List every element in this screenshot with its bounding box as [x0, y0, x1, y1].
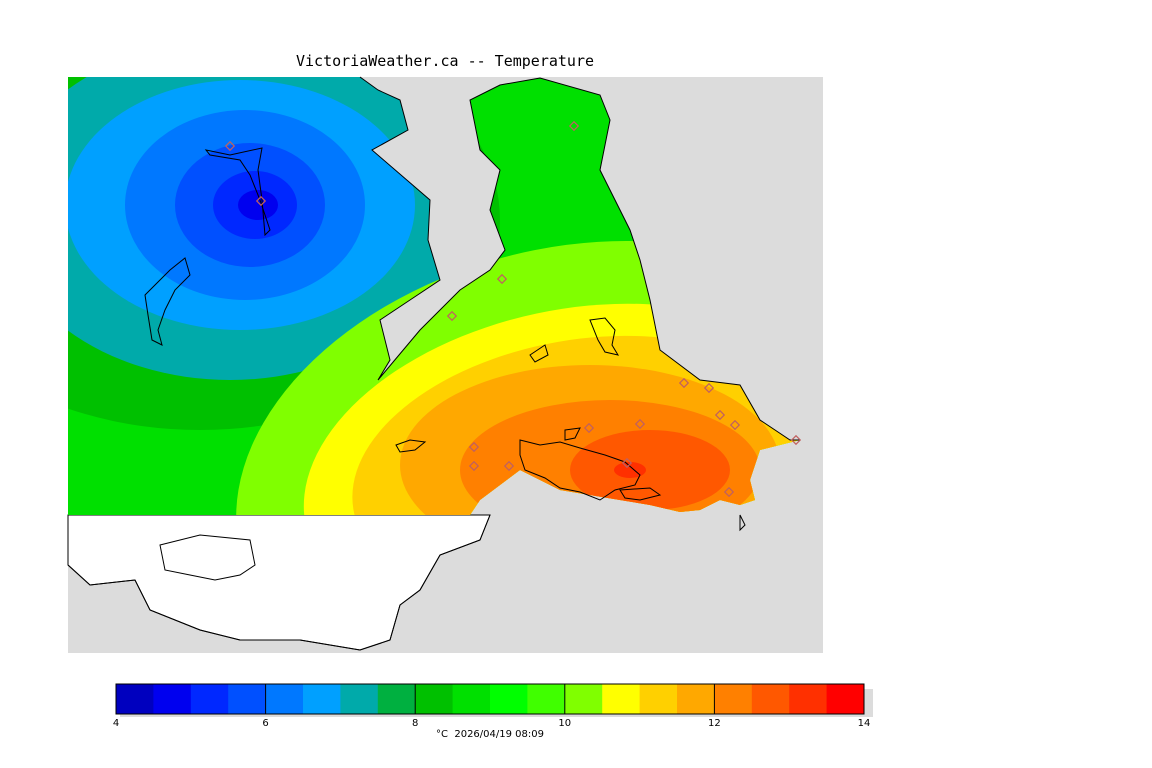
colorbar-tick-label: 12: [708, 718, 721, 729]
colorbar-cell: [602, 684, 641, 714]
station-marker[interactable]: [621, 457, 633, 469]
colorbar-cell: [377, 684, 416, 714]
colorbar-cell: [415, 684, 454, 714]
colorbar-tick-label: 14: [858, 718, 871, 729]
station-marker[interactable]: [503, 460, 515, 472]
colorbar-tick-label: 10: [558, 718, 571, 729]
station-marker[interactable]: [729, 419, 741, 431]
colorbar-cell: [153, 684, 192, 714]
station-marker[interactable]: [255, 195, 267, 207]
colorbar-tick-label: 4: [113, 718, 119, 729]
colorbar-cell: [340, 684, 379, 714]
colorbar-cell: [190, 684, 229, 714]
colorbar-cell: [490, 684, 528, 714]
station-marker[interactable]: [468, 460, 480, 472]
map-footer: °C 2026/04/19 08:09: [330, 729, 650, 740]
colorbar-ticks: 4 6 8 10 12 14: [113, 684, 871, 729]
station-markers: [224, 120, 802, 498]
station-marker[interactable]: [678, 377, 690, 389]
colorbar-cell: [677, 684, 715, 714]
colorbar-cell: [751, 684, 790, 714]
station-marker[interactable]: [703, 382, 715, 394]
map-title: VictoriaWeather.ca -- Temperature: [295, 52, 594, 70]
station-marker[interactable]: [634, 418, 646, 430]
colorbar-cell: [826, 684, 865, 714]
station-marker[interactable]: [714, 409, 726, 421]
colorbar-cell: [303, 684, 341, 714]
station-marker[interactable]: [723, 486, 735, 498]
timestamp: 2026/04/19 08:09: [454, 729, 544, 740]
station-marker[interactable]: [496, 273, 508, 285]
coastlines: [67, 76, 800, 651]
colorbar-cell: [116, 684, 154, 714]
station-marker[interactable]: [468, 441, 480, 453]
colorbar-cell: [564, 684, 603, 714]
station-marker[interactable]: [568, 120, 580, 132]
colorbar-cell: [265, 684, 304, 714]
colorbar-cell: [714, 684, 753, 714]
colorbar-cell: [452, 684, 491, 714]
colorbar-cell: [228, 684, 267, 714]
colorbar-cell: [527, 684, 566, 714]
station-marker[interactable]: [446, 310, 458, 322]
colorbar-tick-label: 6: [262, 718, 268, 729]
colorbar-tick-label: 8: [412, 718, 418, 729]
unit-label: °C: [436, 729, 448, 740]
station-marker[interactable]: [790, 434, 802, 446]
colorbar-cells: [115, 683, 865, 715]
station-marker[interactable]: [224, 140, 236, 152]
colorbar-cell: [639, 684, 678, 714]
colorbar-cell: [789, 684, 828, 714]
station-marker[interactable]: [583, 422, 595, 434]
